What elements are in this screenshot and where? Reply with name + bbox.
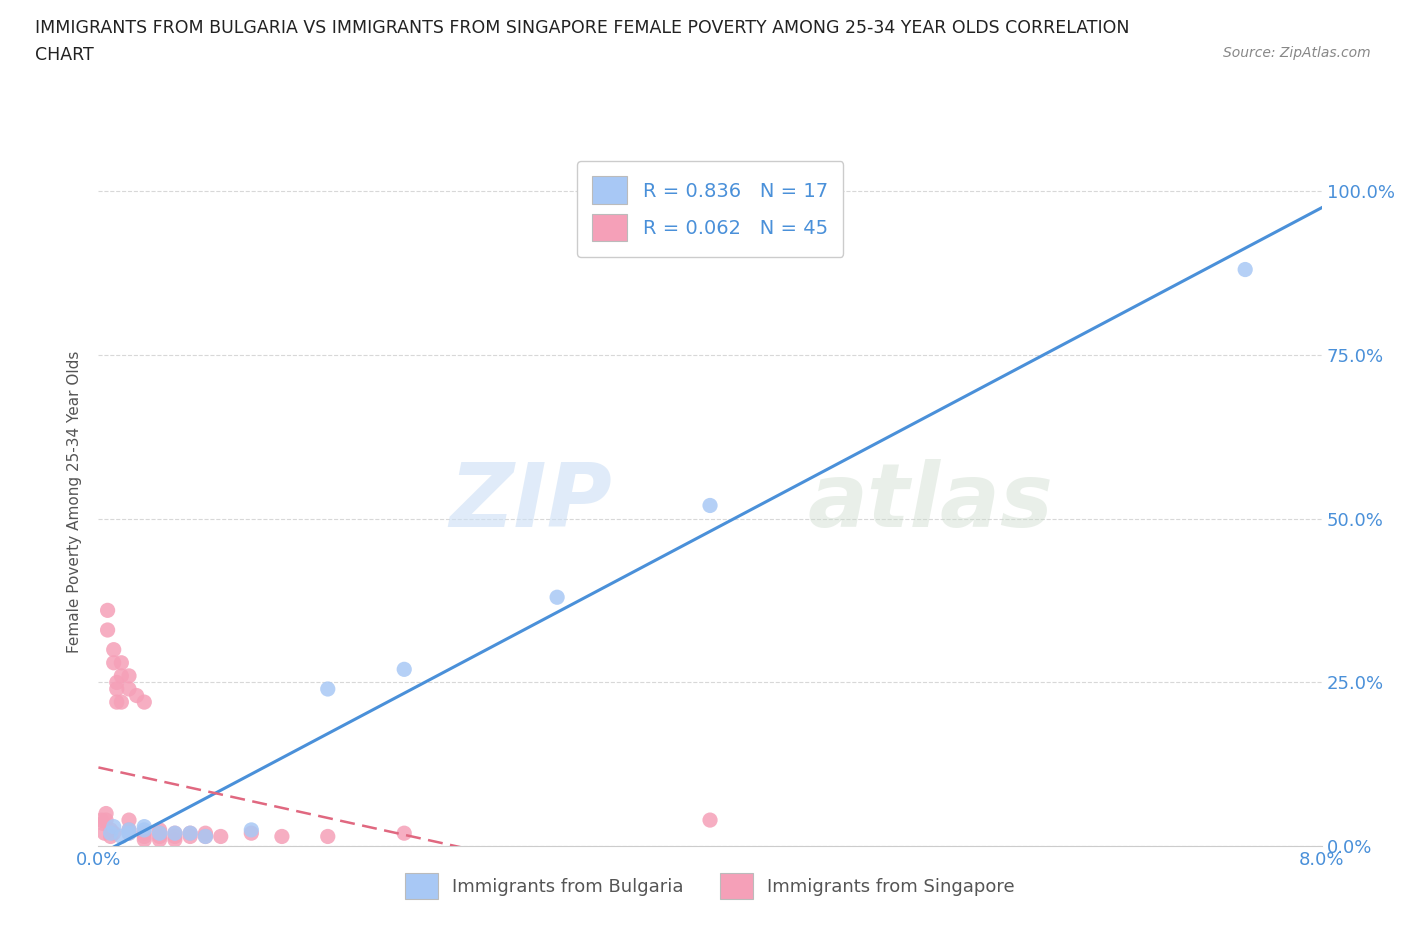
Point [110,669,132,684]
Point [90,813,112,828]
Point [546,590,568,604]
Point [118,826,141,841]
Point [134,829,156,844]
Point [91,816,114,830]
Text: atlas: atlas [808,458,1053,546]
Point [392,826,416,841]
Point [134,826,156,841]
Point [163,826,186,841]
Point [100,822,122,837]
Point [149,822,172,837]
Point [699,813,721,828]
Point [103,656,125,671]
Point [1234,262,1257,277]
Point [240,826,263,841]
Point [209,829,232,844]
Point [149,826,172,841]
Point [149,829,172,844]
Point [105,695,128,710]
Point [270,829,294,844]
Point [110,656,132,671]
Point [194,829,217,844]
Point [194,829,217,844]
Point [103,819,125,834]
Text: IMMIGRANTS FROM BULGARIA VS IMMIGRANTS FROM SINGAPORE FEMALE POVERTY AMONG 25-34: IMMIGRANTS FROM BULGARIA VS IMMIGRANTS F… [35,19,1129,36]
Point [118,669,141,684]
Point [316,682,339,697]
Point [240,822,263,837]
Text: ZIP: ZIP [450,458,612,546]
Point [125,688,148,703]
Point [118,682,141,697]
Point [118,822,141,837]
Point [179,826,201,841]
Point [149,826,172,841]
Point [100,829,122,844]
Point [134,695,156,710]
Point [699,498,721,513]
Point [97,622,120,637]
Point [118,822,141,837]
Point [134,832,156,847]
Point [163,826,186,841]
Point [105,675,128,690]
Point [118,813,141,828]
Point [163,829,186,844]
Point [134,822,156,837]
Text: CHART: CHART [35,46,94,64]
Point [134,819,156,834]
Point [105,682,128,697]
Text: Source: ZipAtlas.com: Source: ZipAtlas.com [1223,46,1371,60]
Point [316,829,339,844]
Point [97,603,120,618]
Point [94,806,117,821]
Point [163,832,186,847]
Point [93,826,115,841]
Point [194,826,217,841]
Point [110,829,132,844]
Legend: Immigrants from Bulgaria, Immigrants from Singapore: Immigrants from Bulgaria, Immigrants fro… [391,858,1029,913]
Point [100,826,122,841]
Point [179,829,201,844]
Point [110,695,132,710]
Point [149,832,172,847]
Point [118,826,141,841]
Point [392,662,416,677]
Point [179,826,201,841]
Point [103,826,125,841]
Point [103,643,125,658]
Y-axis label: Female Poverty Among 25-34 Year Olds: Female Poverty Among 25-34 Year Olds [67,351,83,654]
Point [94,813,117,828]
